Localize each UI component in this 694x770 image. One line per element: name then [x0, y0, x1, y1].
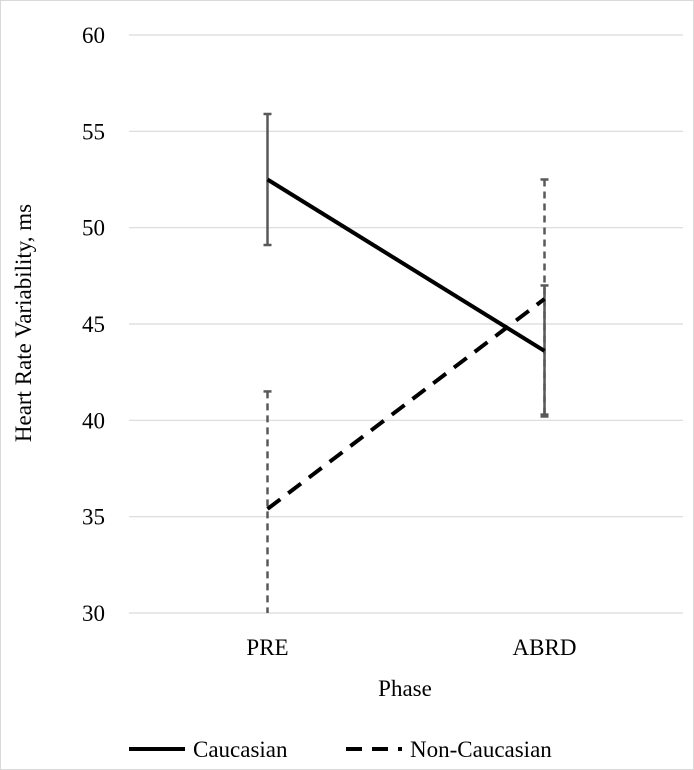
y-axis-ticks: 30 35 40 45 50 55 60 [82, 23, 105, 626]
x-tick-label: PRE [246, 635, 288, 660]
gridlines [129, 34, 683, 614]
series-line-non-caucasian [266, 297, 546, 511]
series-line-caucasian [266, 177, 546, 353]
error-bars [263, 112, 549, 613]
y-tick-label: 35 [82, 505, 105, 530]
y-tick-label: 45 [82, 312, 105, 337]
x-tick-label: ABRD [513, 635, 577, 660]
legend-item: Non-Caucasian [346, 737, 552, 762]
y-tick-label: 55 [82, 119, 105, 144]
y-tick-label: 40 [82, 408, 105, 433]
legend-item: Caucasian [129, 737, 288, 762]
error-bar [540, 178, 549, 416]
legend-label: Non-Caucasian [410, 737, 552, 762]
y-tick-label: 30 [82, 601, 105, 626]
legend: Caucasian Non-Caucasian [129, 737, 552, 762]
y-axis-title: Heart Rate Variability, ms [11, 204, 36, 442]
x-axis-ticks: PRE ABRD [246, 635, 576, 660]
y-tick-label: 50 [82, 216, 105, 241]
x-axis-title: Phase [378, 676, 432, 701]
series-lines [266, 177, 546, 511]
y-tick-label: 60 [82, 23, 105, 48]
legend-label: Caucasian [193, 737, 288, 762]
error-bar [263, 390, 272, 613]
